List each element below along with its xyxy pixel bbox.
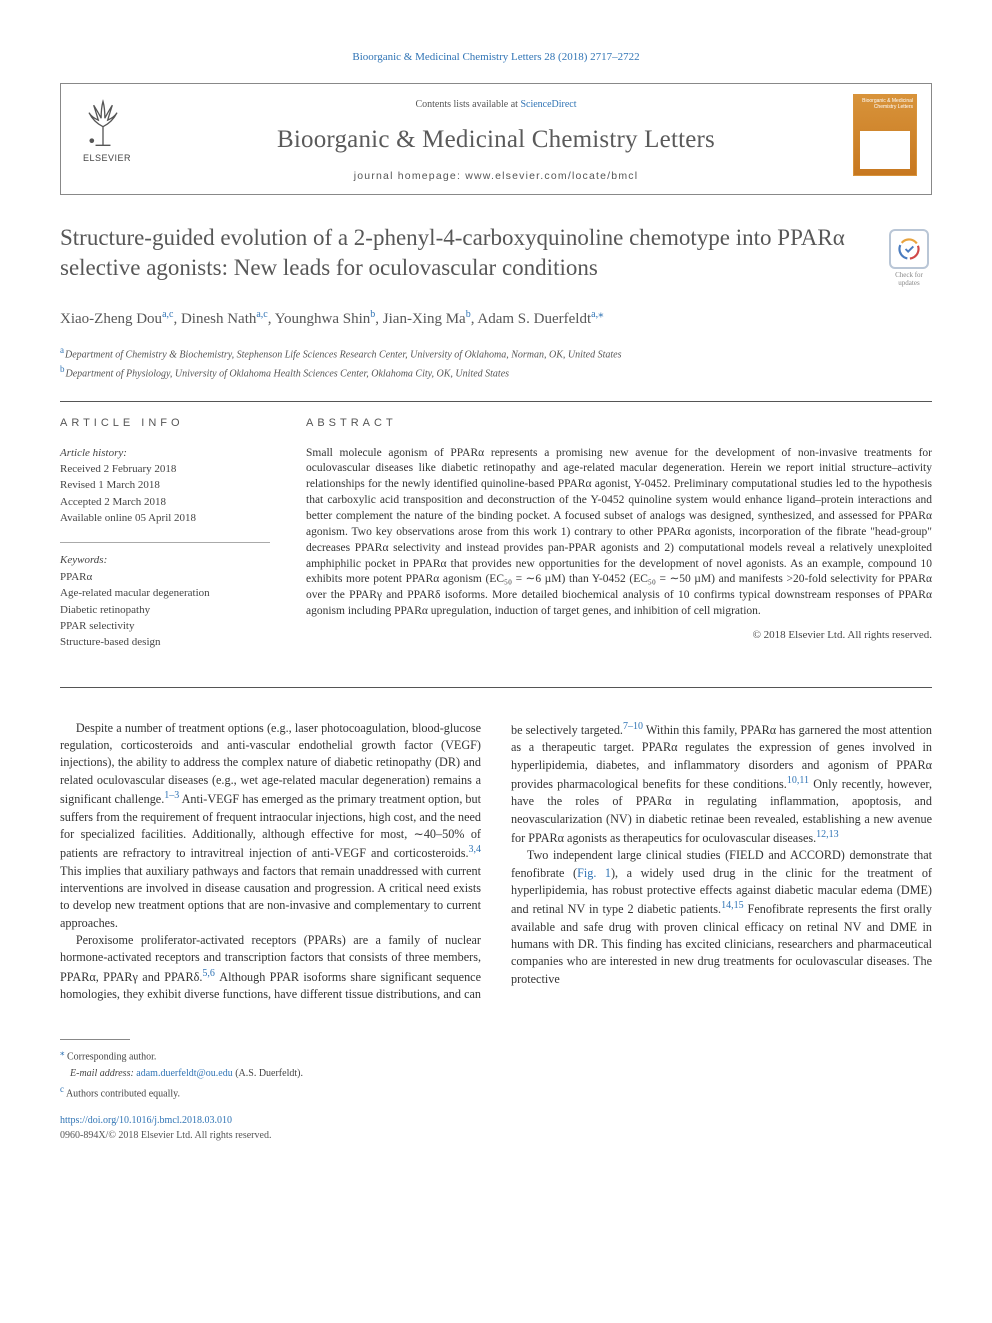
history-line: Received 2 February 2018 bbox=[60, 462, 270, 477]
keywords-block: Keywords: PPARα Age-related macular dege… bbox=[60, 553, 270, 650]
citation-link[interactable]: 12,13 bbox=[816, 829, 839, 840]
journal-title: Bioorganic & Medicinal Chemistry Letters bbox=[151, 122, 841, 157]
author-affiliation-marker: b bbox=[466, 309, 471, 320]
history-heading: Article history: bbox=[60, 446, 270, 461]
author: Adam S. Duerfeldta,⁎ bbox=[477, 311, 603, 327]
contents-prefix: Contents lists available at bbox=[415, 99, 520, 110]
abstract-label: ABSTRACT bbox=[306, 416, 932, 431]
sciencedirect-link[interactable]: ScienceDirect bbox=[520, 99, 576, 110]
footnotes-block: ⁎ Corresponding author. E-mail address: … bbox=[60, 1039, 932, 1101]
cover-title-text: Bioorganic & Medicinal Chemistry Letters bbox=[857, 99, 913, 110]
author-affiliation-marker: b bbox=[370, 309, 375, 320]
cover-image-area bbox=[860, 131, 910, 169]
citation-link[interactable]: 1–3 bbox=[164, 790, 179, 801]
citation-link[interactable]: 14,15 bbox=[721, 900, 744, 911]
corresponding-marker: ⁎ bbox=[598, 308, 604, 320]
citation-link[interactable]: 5,6 bbox=[202, 968, 215, 979]
citation-line: Bioorganic & Medicinal Chemistry Letters… bbox=[60, 50, 932, 65]
doi-link[interactable]: https://doi.org/10.1016/j.bmcl.2018.03.0… bbox=[60, 1115, 232, 1126]
check-updates-label: Check forupdates bbox=[886, 272, 932, 287]
affiliation: bDepartment of Physiology, University of… bbox=[60, 363, 932, 381]
citation-link[interactable]: 7–10 bbox=[623, 721, 643, 732]
body-paragraph: Two independent large clinical studies (… bbox=[511, 847, 932, 988]
info-divider bbox=[60, 542, 270, 543]
article-header-row: Structure-guided evolution of a 2-phenyl… bbox=[60, 223, 932, 287]
keyword: Age-related macular degeneration bbox=[60, 586, 270, 601]
author: Younghwa Shinb bbox=[275, 311, 376, 327]
footer-left: https://doi.org/10.1016/j.bmcl.2018.03.0… bbox=[60, 1113, 271, 1143]
header-center: Contents lists available at ScienceDirec… bbox=[139, 94, 853, 184]
footnote-divider bbox=[60, 1039, 130, 1040]
body-text-columns: Despite a number of treatment options (e… bbox=[60, 720, 932, 1003]
author: Dinesh Natha,c bbox=[181, 311, 268, 327]
author-affiliation-marker: a,c bbox=[256, 309, 267, 320]
history-line: Available online 05 April 2018 bbox=[60, 511, 270, 526]
homepage-url[interactable]: www.elsevier.com/locate/bmcl bbox=[465, 170, 638, 182]
email-footnote: E-mail address: adam.duerfeldt@ou.edu (A… bbox=[60, 1067, 932, 1081]
page-footer: https://doi.org/10.1016/j.bmcl.2018.03.0… bbox=[60, 1113, 932, 1143]
body-paragraph: Despite a number of treatment options (e… bbox=[60, 720, 481, 932]
publisher-name: ELSEVIER bbox=[75, 152, 139, 165]
page-root: Bioorganic & Medicinal Chemistry Letters… bbox=[0, 0, 992, 1183]
journal-cover-thumbnail: Bioorganic & Medicinal Chemistry Letters bbox=[853, 94, 917, 176]
publisher-logo: ELSEVIER bbox=[75, 94, 139, 165]
check-updates-badge[interactable]: Check forupdates bbox=[886, 229, 932, 287]
article-history-block: Article history: Received 2 February 201… bbox=[60, 446, 270, 527]
affiliation: aDepartment of Chemistry & Biochemistry,… bbox=[60, 344, 932, 362]
author: Xiao-Zheng Doua,c bbox=[60, 311, 173, 327]
keywords-heading: Keywords: bbox=[60, 553, 270, 568]
author-email-link[interactable]: adam.duerfeldt@ou.edu bbox=[136, 1068, 232, 1079]
author: Jian-Xing Mab bbox=[383, 311, 471, 327]
info-abstract-row: ARTICLE INFO Article history: Received 2… bbox=[60, 416, 932, 667]
author-list: Xiao-Zheng Doua,c, Dinesh Natha,c, Young… bbox=[60, 307, 932, 330]
history-line: Accepted 2 March 2018 bbox=[60, 495, 270, 510]
article-info-column: ARTICLE INFO Article history: Received 2… bbox=[60, 416, 270, 667]
article-info-label: ARTICLE INFO bbox=[60, 416, 270, 431]
section-divider bbox=[60, 687, 932, 688]
corresponding-footnote: ⁎ Corresponding author. bbox=[60, 1046, 932, 1064]
keyword: PPAR selectivity bbox=[60, 619, 270, 634]
elsevier-tree-icon bbox=[75, 94, 131, 150]
contents-available-line: Contents lists available at ScienceDirec… bbox=[151, 98, 841, 112]
abstract-column: ABSTRACT Small molecule agonism of PPARα… bbox=[306, 416, 932, 667]
citation-link[interactable]: 3,4 bbox=[469, 844, 482, 855]
homepage-prefix: journal homepage: bbox=[354, 170, 466, 182]
journal-header: ELSEVIER Contents lists available at Sci… bbox=[60, 83, 932, 195]
header-row: ELSEVIER Contents lists available at Sci… bbox=[75, 94, 917, 184]
keyword: PPARα bbox=[60, 570, 270, 585]
history-line: Revised 1 March 2018 bbox=[60, 478, 270, 493]
check-updates-icon bbox=[889, 229, 929, 269]
keyword: Diabetic retinopathy bbox=[60, 603, 270, 618]
section-divider bbox=[60, 401, 932, 402]
keyword: Structure-based design bbox=[60, 635, 270, 650]
issn-copyright: 0960-894X/© 2018 Elsevier Ltd. All right… bbox=[60, 1130, 271, 1141]
citation-link[interactable]: 10,11 bbox=[787, 775, 809, 786]
affiliation-list: aDepartment of Chemistry & Biochemistry,… bbox=[60, 344, 932, 381]
figure-link[interactable]: Fig. 1 bbox=[577, 866, 611, 880]
abstract-text: Small molecule agonism of PPARα represen… bbox=[306, 446, 932, 620]
abstract-copyright: © 2018 Elsevier Ltd. All rights reserved… bbox=[306, 628, 932, 643]
journal-homepage-line: journal homepage: www.elsevier.com/locat… bbox=[151, 169, 841, 184]
author-affiliation-marker: a,c bbox=[162, 309, 173, 320]
article-title: Structure-guided evolution of a 2-phenyl… bbox=[60, 223, 866, 282]
equal-contribution-footnote: c Authors contributed equally. bbox=[60, 1083, 932, 1101]
